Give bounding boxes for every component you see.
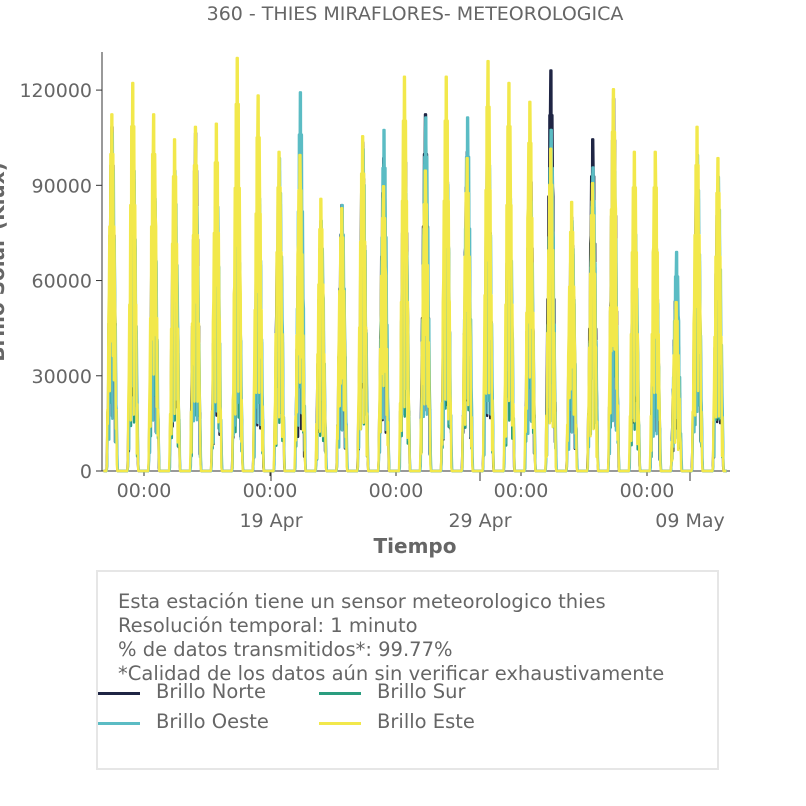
x-axis-label: Tiempo — [374, 534, 457, 558]
y-axis-label: Brillo Solar (Klux) — [0, 162, 9, 361]
x-date-label: 29 Apr — [448, 510, 511, 532]
legend-swatch-oeste — [98, 722, 140, 725]
info-station-line: Esta estación tiene un sensor meteorolog… — [118, 590, 606, 613]
info-quality-note: *Calidad de los datos aún sin verificar … — [118, 662, 665, 685]
x-tick-label: 00:00 — [243, 480, 298, 502]
x-date-label: 09 May — [655, 510, 725, 532]
x-tick-label: 00:00 — [117, 480, 172, 502]
y-tick-label: 120000 — [19, 80, 92, 102]
y-tick-label: 60000 — [32, 271, 92, 293]
info-box: Esta estación tiene un sensor meteorolog… — [96, 570, 719, 770]
legend-label-oeste: Brillo Oeste — [156, 710, 269, 733]
x-tick-label: 00:00 — [369, 480, 424, 502]
legend-label-sur: Brillo Sur — [377, 680, 466, 703]
x-date-label: 19 Apr — [239, 510, 302, 532]
legend-swatch-sur — [319, 692, 361, 695]
y-tick-label: 0 — [80, 461, 92, 483]
legend-label-este: Brillo Este — [377, 710, 475, 733]
axes: 0 30000 60000 90000 120000 00:00 00:00 00:00 00:… — [19, 52, 730, 532]
info-resolution-line: Resolución temporal: 1 minuto — [118, 614, 418, 637]
legend-label-norte: Brillo Norte — [156, 680, 266, 703]
x-tick-label: 00:00 — [620, 480, 675, 502]
legend-swatch-este — [319, 722, 361, 725]
legend-swatch-norte — [98, 692, 140, 695]
y-tick-label: 30000 — [32, 366, 92, 388]
series-line-brillo-este — [103, 56, 727, 473]
info-transmitted-line: % de datos transmitidos*: 99.77% — [118, 638, 453, 661]
x-tick-label: 00:00 — [494, 480, 549, 502]
y-tick-label: 90000 — [32, 175, 92, 197]
chart-title: 360 - THIES MIRAFLORES- METEOROLOGICA — [207, 3, 624, 25]
series-layer — [103, 56, 727, 473]
info-text: Esta estación tiene un sensor meteorolog… — [118, 590, 664, 686]
